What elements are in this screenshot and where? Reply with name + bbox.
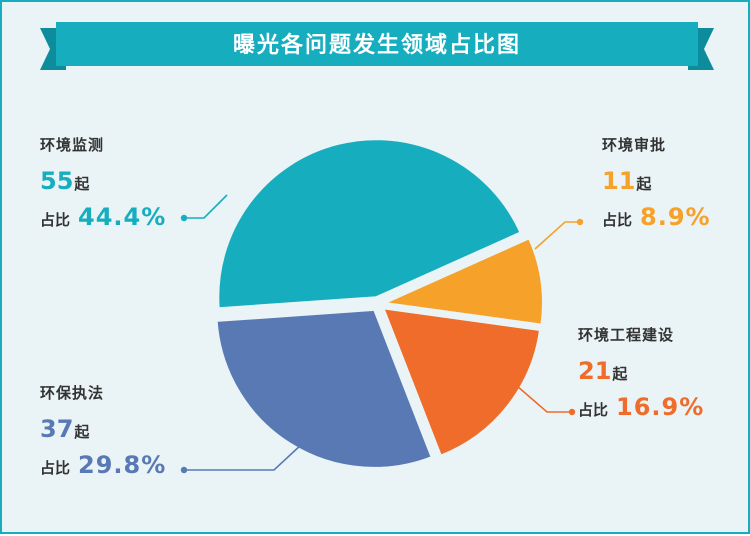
percent-value: 8.9% — [640, 203, 711, 231]
label-block-approval: 环境审批 11起 占比 8.9% — [602, 134, 711, 231]
count-line: 21起 — [578, 357, 704, 385]
count-unit: 起 — [74, 423, 90, 441]
title-banner: 曝光各问题发生领域占比图 — [40, 22, 714, 70]
leader-line-enforcement — [184, 443, 303, 471]
count-value: 55 — [40, 167, 74, 195]
count-line: 37起 — [40, 415, 166, 443]
leader-line-approval — [534, 221, 580, 250]
label-block-enforcement: 环保执法 37起 占比 29.8% — [40, 382, 166, 479]
leader-line-monitoring — [184, 194, 228, 219]
percent-value: 44.4% — [78, 203, 167, 231]
page-title: 曝光各问题发生领域占比图 — [232, 33, 521, 58]
leader-line-approval-dot — [576, 218, 584, 226]
percent-line: 占比 8.9% — [602, 203, 711, 231]
count-unit: 起 — [74, 175, 90, 193]
percent-value: 16.9% — [616, 393, 705, 421]
pie-slice-enforcement — [215, 308, 433, 469]
category-label: 环保执法 — [40, 384, 105, 402]
leader-line-construction-dot — [568, 408, 576, 416]
count-line: 11起 — [602, 167, 711, 195]
label-block-construction: 环境工程建设 21起 占比 16.9% — [578, 324, 704, 421]
count-value: 11 — [602, 167, 636, 195]
leader-line-enforcement-dot — [180, 466, 188, 474]
percent-line: 占比 16.9% — [578, 393, 704, 421]
percent-prefix: 占比 — [578, 401, 609, 419]
label-block-monitoring: 环境监测 55起 占比 44.4% — [40, 134, 166, 231]
leader-line-monitoring-dot — [180, 214, 188, 222]
count-line: 55起 — [40, 167, 166, 195]
percent-line: 占比 44.4% — [40, 203, 166, 231]
count-unit: 起 — [636, 175, 652, 193]
pie-slice-construction — [381, 307, 542, 457]
banner-ribbon — [40, 22, 714, 70]
category-label: 环境审批 — [602, 136, 667, 154]
count-unit: 起 — [612, 365, 628, 383]
percent-prefix: 占比 — [40, 211, 71, 229]
percent-line: 占比 29.8% — [40, 451, 166, 479]
count-value: 37 — [40, 415, 74, 443]
percent-prefix: 占比 — [602, 211, 633, 229]
category-label: 环境工程建设 — [578, 326, 675, 344]
pie-slice-monitoring — [217, 138, 522, 310]
count-value: 21 — [578, 357, 612, 385]
leader-line-construction — [516, 385, 572, 413]
pie-slice-approval — [381, 237, 544, 326]
category-label: 环境监测 — [40, 136, 105, 154]
percent-value: 29.8% — [78, 451, 167, 479]
percent-prefix: 占比 — [40, 459, 71, 477]
